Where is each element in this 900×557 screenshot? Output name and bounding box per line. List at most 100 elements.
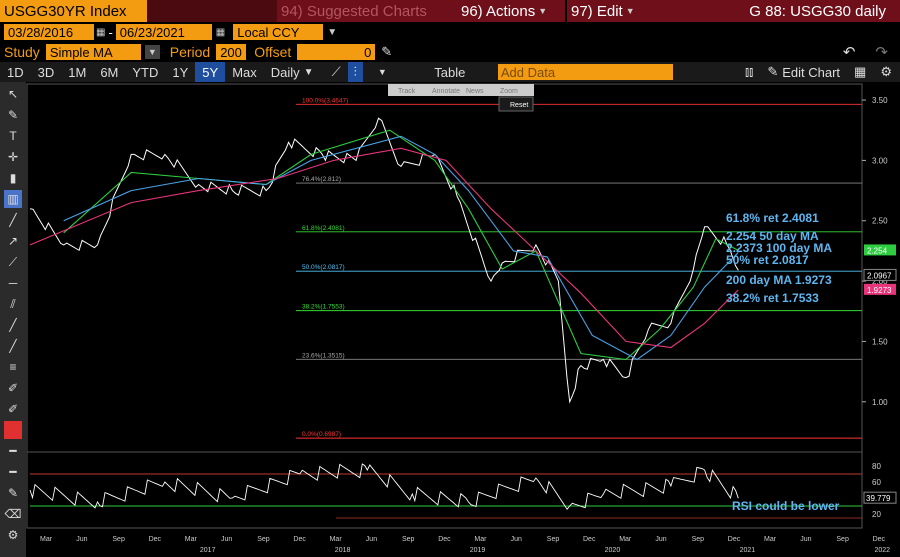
- x-year-label: 2021: [740, 547, 756, 554]
- line-chart-icon[interactable]: ⟋: [331, 64, 341, 79]
- y-tick-label: 1.50: [872, 337, 888, 346]
- suggested-charts-menu[interactable]: 94) Suggested Charts: [277, 0, 457, 22]
- caret-down-icon: ▼: [538, 6, 548, 16]
- calendar-icon[interactable]: ▦: [215, 26, 226, 38]
- text-icon[interactable]: T: [9, 129, 17, 143]
- x-month-label: Jun: [511, 536, 522, 543]
- bars-icon[interactable]: ▮: [9, 171, 17, 185]
- x-month-label: Jun: [655, 536, 666, 543]
- ticker-field[interactable]: USGG30YR Index: [0, 0, 147, 22]
- pencil-icon[interactable]: ✎: [7, 486, 19, 500]
- marker-icon[interactable]: ✐: [7, 402, 19, 416]
- trend-line-icon[interactable]: ╱: [9, 213, 17, 227]
- line-tool-icon[interactable]: ╱: [9, 318, 17, 332]
- currency-select[interactable]: Local CCY: [233, 24, 324, 40]
- gear-icon[interactable]: ⚙: [7, 528, 19, 542]
- x-month-label: Dec: [728, 536, 741, 543]
- study-toolbar: Study Simple MA ▼ Period 200 Offset 0 ✎ …: [0, 42, 900, 62]
- end-date-input[interactable]: 06/23/2021: [115, 24, 212, 40]
- range-button-1y[interactable]: 1Y: [172, 64, 189, 80]
- edit-chart-button[interactable]: ✎ Edit Chart: [760, 62, 847, 82]
- brush-icon[interactable]: ✐: [7, 381, 19, 395]
- calendar-icon[interactable]: ▦: [96, 26, 106, 38]
- ray-icon[interactable]: ⟋: [8, 254, 18, 269]
- arrow-icon[interactable]: ↗: [7, 234, 19, 248]
- x-month-label: Mar: [474, 536, 487, 543]
- redo-icon[interactable]: ↷: [875, 44, 888, 61]
- fibonacci-icon[interactable]: ≡: [9, 360, 17, 374]
- rsi-value-label: 39.779: [866, 494, 891, 503]
- grid-icon[interactable]: ▦: [854, 64, 867, 79]
- chevron-down-icon[interactable]: ▼: [327, 26, 338, 38]
- edit-menu[interactable]: 97) Edit ▼: [567, 0, 649, 22]
- frequency-select[interactable]: Daily ▼: [264, 62, 321, 82]
- pen-icon[interactable]: ✎: [7, 108, 19, 122]
- date-toolbar: 03/28/2016 ▦ - 06/23/2021 ▦ Local CCY ▼: [0, 22, 900, 42]
- color-swatch-icon[interactable]: [4, 421, 22, 439]
- fib-level-label: 38.2%(1.7553): [302, 304, 345, 311]
- undo-icon[interactable]: ↶: [842, 44, 856, 61]
- period-input[interactable]: 200: [216, 44, 247, 60]
- range-button-1m[interactable]: 1M: [68, 64, 87, 80]
- annotation-toolbar-annotate[interactable]: Annotate: [432, 88, 460, 95]
- rsi-line: [29, 463, 739, 510]
- crosshair-icon[interactable]: ✛: [7, 150, 19, 164]
- chart-title: G 88: USGG30 daily: [649, 0, 900, 22]
- annotation-toolbar-track[interactable]: Track: [398, 88, 416, 95]
- actions-label: 96) Actions: [461, 2, 536, 20]
- x-month-label: Sep: [257, 536, 270, 543]
- fib-level-label: 100.0%(3.4647): [302, 97, 348, 104]
- annotation-toolbar-zoom[interactable]: Zoom: [500, 88, 518, 95]
- range-button-5y[interactable]: 5Y: [195, 62, 226, 82]
- annotation-toolbar: Track Annotate News Zoom Reset: [388, 84, 534, 112]
- gear-icon[interactable]: ⚙: [880, 64, 892, 79]
- fib-level-label: 50.0%(2.0817): [302, 264, 345, 271]
- chevron-down-icon[interactable]: ▼: [144, 45, 160, 59]
- range-button-3d[interactable]: 3D: [37, 64, 55, 80]
- chart-annotation: 2.254 50 day MA: [726, 229, 819, 243]
- cursor-icon[interactable]: ↖: [7, 87, 19, 101]
- candlestick-icon[interactable]: ⫶: [347, 62, 363, 82]
- period-label: Period: [169, 44, 211, 60]
- channel-icon[interactable]: ⫽: [10, 296, 16, 311]
- actions-menu[interactable]: 96) Actions ▼: [457, 0, 565, 22]
- pencil-icon[interactable]: ✎: [381, 44, 393, 59]
- study-select[interactable]: Simple MA: [45, 44, 141, 60]
- table-button[interactable]: Table: [434, 64, 466, 80]
- chart-background: [26, 82, 900, 557]
- line-width-icon[interactable]: ━: [9, 465, 17, 479]
- fib-level-label: 23.6%(1.3515): [302, 352, 345, 359]
- line-style-icon[interactable]: ━: [9, 444, 17, 458]
- selected-tool-icon[interactable]: ▥: [4, 190, 22, 208]
- frequency-label: Daily: [270, 64, 300, 80]
- x-month-label: Mar: [185, 536, 198, 543]
- x-year-label: 2022: [874, 547, 890, 554]
- price-chart[interactable]: 3.50 3.00 2.50 2.00 1.50 1.00 100.0%(3.4647) 76…: [26, 82, 900, 557]
- x-month-label: Sep: [402, 536, 415, 543]
- offset-input[interactable]: 0: [297, 44, 376, 60]
- x-month-label: Jun: [800, 536, 811, 543]
- range-button-max[interactable]: Max: [232, 64, 257, 80]
- caret-down-icon: ▼: [625, 6, 635, 16]
- eraser-icon[interactable]: ⌫: [4, 507, 22, 521]
- horizontal-line-icon[interactable]: ─: [8, 276, 18, 290]
- x-month-label: Dec: [149, 536, 162, 543]
- bar-chart-icon[interactable]: ⫾⫾: [745, 64, 754, 79]
- annotation-toolbar-news[interactable]: News: [466, 88, 484, 95]
- x-month-label: Jun: [221, 536, 232, 543]
- top-toolbar: USGG30YR Index 94) Suggested Charts 96) …: [0, 0, 900, 22]
- fib-level-label: 76.4%(2.812): [302, 176, 341, 183]
- value-badge: [864, 283, 896, 295]
- range-buttons: 1D 3D 1M 6M YTD 1Y 5Y Max: [0, 62, 264, 82]
- trend-line-icon[interactable]: ╱: [9, 339, 17, 353]
- start-date-input[interactable]: 03/28/2016: [4, 24, 94, 40]
- x-month-label: Sep: [547, 536, 560, 543]
- rsi-annotation: RSI could be lower: [732, 499, 840, 513]
- range-button-1d[interactable]: 1D: [7, 64, 24, 80]
- chart-annotation: 200 day MA 1.9273: [726, 273, 832, 287]
- add-data-input[interactable]: Add Data: [497, 64, 673, 80]
- range-button-ytd[interactable]: YTD: [132, 64, 159, 80]
- x-month-label: Mar: [764, 536, 777, 543]
- chevron-down-icon[interactable]: ▼: [377, 67, 387, 77]
- range-button-6m[interactable]: 6M: [100, 64, 119, 80]
